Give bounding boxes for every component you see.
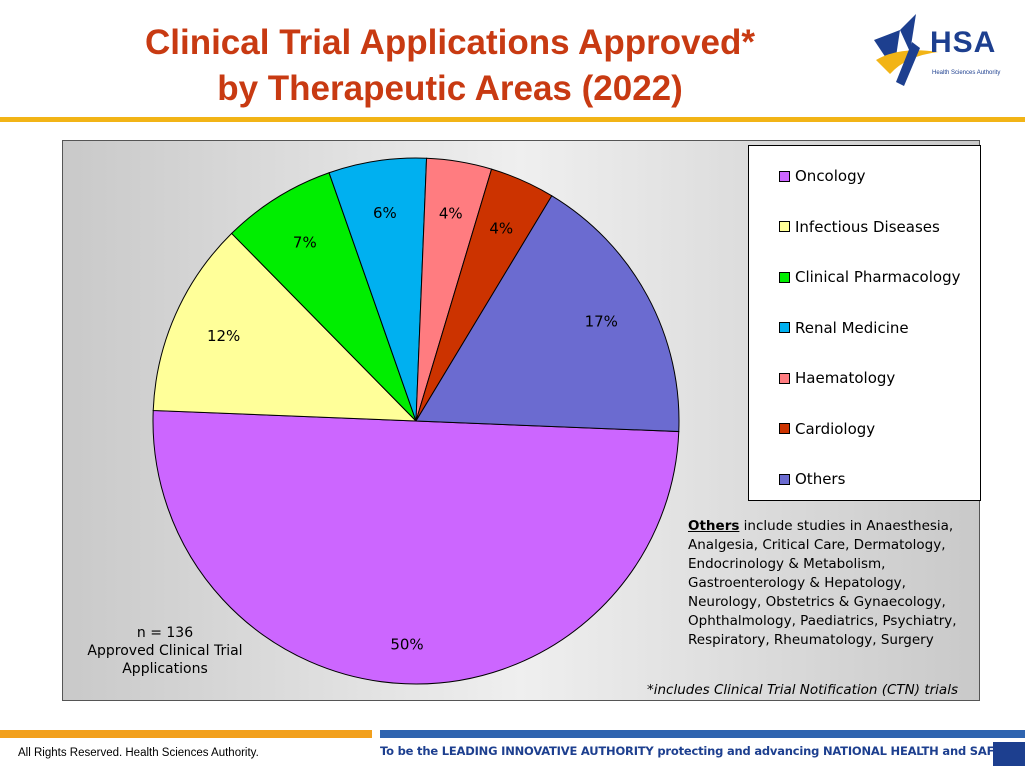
legend-label: Haematology xyxy=(795,369,896,387)
legend-label: Cardiology xyxy=(795,419,876,438)
legend-item-clinical-pharmacology: Clinical Pharmacology xyxy=(779,267,960,287)
title-line-2: by Therapeutic Areas (2022) xyxy=(217,69,683,108)
title-line-1: Clinical Trial Applications Approved* xyxy=(144,23,756,62)
others-note-heading: Others xyxy=(688,518,740,534)
ctn-footnote: *includes Clinical Trial Notification (C… xyxy=(647,682,958,698)
legend-swatch xyxy=(779,221,790,232)
slide-title: Clinical Trial Applications Approved* by… xyxy=(70,20,830,112)
footer-rule-blue xyxy=(380,730,1025,738)
pie-slice-others xyxy=(415,195,680,433)
legend-item-haematology: Haematology xyxy=(779,368,895,388)
slice-label-renal-medicine: 6% xyxy=(373,204,397,222)
slice-label-cardiology: 4% xyxy=(489,220,513,238)
pie-slice-oncology xyxy=(152,409,680,685)
legend-item-renal-medicine: Renal Medicine xyxy=(779,318,909,338)
chart-area: 50% 12% 7% 6% 4% 4% 17% Oncology Infectious Dis… xyxy=(62,140,981,701)
logo-subtext: Health Sciences Authority xyxy=(932,70,1001,76)
title-divider xyxy=(0,117,1025,122)
sample-size-note: n = 136 Approved Clinical Trial Applicat… xyxy=(81,624,249,678)
legend-item-infectious-diseases: Infectious Diseases xyxy=(779,217,940,237)
others-note: Others include studies in Anaesthesia, A… xyxy=(688,517,973,650)
pie-chart: 50% 12% 7% 6% 4% 4% 17% xyxy=(152,157,680,685)
legend-label: Renal Medicine xyxy=(795,318,909,337)
legend-label: Others xyxy=(795,470,846,488)
legend-label: Infectious Diseases xyxy=(795,217,940,236)
legend-swatch xyxy=(779,170,790,182)
slice-label-oncology: 50% xyxy=(390,635,423,653)
legend-swatch xyxy=(779,423,790,434)
slice-label-infectious-diseases: 12% xyxy=(207,327,240,345)
pie-slice-infectious-diseases xyxy=(152,232,418,422)
legend-item-others: Others xyxy=(779,469,845,489)
others-note-text: include studies in Anaesthesia, Analgesi… xyxy=(688,518,957,648)
legend-swatch xyxy=(779,473,790,485)
legend-swatch xyxy=(779,322,790,333)
footer-rule-orange xyxy=(0,730,372,738)
slice-label-others: 17% xyxy=(585,312,618,330)
pie-slice-clinical-pharmacology xyxy=(230,172,417,422)
sample-size-line-3: Applications xyxy=(122,661,208,677)
sample-size-line-2: Approved Clinical Trial xyxy=(87,643,243,659)
legend-item-oncology: Oncology xyxy=(779,166,865,186)
logo-mark-icon xyxy=(874,14,938,86)
slice-label-haematology: 4% xyxy=(439,204,463,222)
slice-label-clinical-pharmacology: 7% xyxy=(293,233,317,251)
footer-copyright: All Rights Reserved. Health Sciences Aut… xyxy=(18,747,259,759)
sample-size-line-1: n = 136 xyxy=(136,625,194,641)
footer-corner-block xyxy=(993,742,1025,766)
legend-swatch xyxy=(779,372,790,384)
legend-item-cardiology: Cardiology xyxy=(779,419,875,439)
legend-label: Clinical Pharmacology xyxy=(795,268,961,286)
chart-legend: Oncology Infectious Diseases Clinical Phar… xyxy=(748,145,981,501)
legend-label: Oncology xyxy=(795,167,866,185)
hsa-logo: HSA Health Sciences Authority xyxy=(870,12,1010,88)
footer-tagline: To be the LEADING INNOVATIVE AUTHORITY p… xyxy=(380,744,1018,758)
legend-swatch xyxy=(779,271,790,283)
logo-text: HSA xyxy=(930,26,997,59)
